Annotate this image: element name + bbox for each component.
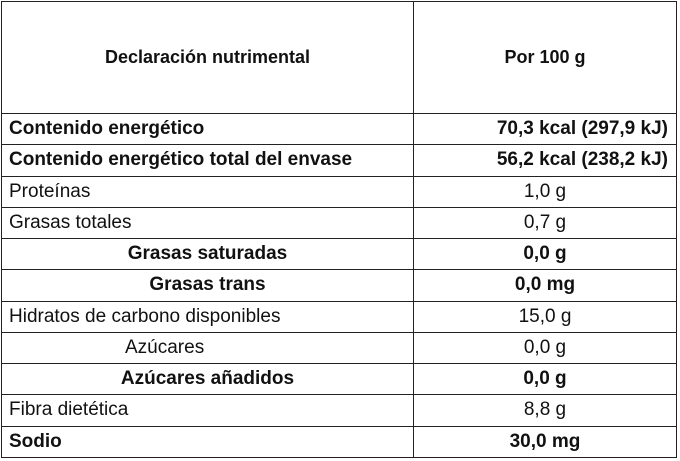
nutrient-value: 15,0 g [413, 300, 677, 333]
nutrient-label: Proteínas [1, 175, 414, 208]
nutrient-value: 0,0 g [413, 331, 677, 365]
table-row: Hidratos de carbono disponibles 15,0 g [1, 300, 677, 333]
table-row: Contenido energético total del envase 56… [1, 144, 677, 177]
nutrient-label: Grasas totales [1, 206, 414, 240]
nutrient-label: Sodio [1, 425, 414, 459]
header-label: Declaración nutrimental [1, 1, 414, 114]
nutrient-value: 70,3 kcal (297,9 kJ) [413, 112, 677, 146]
nutrient-value: 0,0 g [413, 238, 677, 271]
table-header-row: Declaración nutrimental Por 100 g [1, 1, 677, 114]
table-row: Azúcares 0,0 g [1, 331, 677, 365]
nutrient-label: Azúcares añadidos [1, 363, 414, 396]
table-row: Grasas totales 0,7 g [1, 206, 677, 240]
nutrient-value: 0,7 g [413, 206, 677, 240]
nutrient-value: 8,8 g [413, 394, 677, 427]
nutrient-value: 30,0 mg [413, 425, 677, 459]
nutrient-label: Contenido energético [1, 112, 414, 146]
table-row: Sodio 30,0 mg [1, 425, 677, 459]
table-row: Fibra dietética 8,8 g [1, 394, 677, 427]
table-row: Proteínas 1,0 g [1, 175, 677, 208]
nutrient-label: Azúcares [1, 331, 414, 365]
nutrient-value: 0,0 mg [413, 269, 677, 302]
nutrient-label: Contenido energético total del envase [1, 144, 414, 177]
nutrient-value: 56,2 kcal (238,2 kJ) [413, 144, 677, 177]
nutrient-label: Grasas trans [1, 269, 414, 302]
table-row: Azúcares añadidos 0,0 g [1, 363, 677, 396]
nutrient-value: 0,0 g [413, 363, 677, 396]
table-row: Grasas trans 0,0 mg [1, 269, 677, 302]
header-value: Por 100 g [413, 1, 677, 114]
nutrient-label: Grasas saturadas [1, 238, 414, 271]
nutrient-label: Fibra dietética [1, 394, 414, 427]
nutrient-label: Hidratos de carbono disponibles [1, 300, 414, 333]
nutrient-value: 1,0 g [413, 175, 677, 208]
table-row: Grasas saturadas 0,0 g [1, 238, 677, 271]
table-row: Contenido energético 70,3 kcal (297,9 kJ… [1, 112, 677, 146]
